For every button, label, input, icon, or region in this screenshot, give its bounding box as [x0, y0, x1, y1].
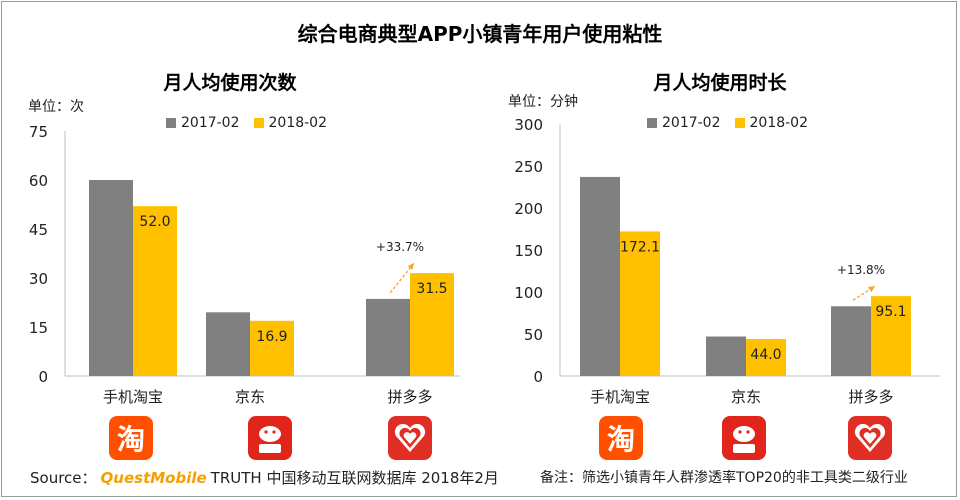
legend-swatch [253, 118, 264, 128]
bar-2018-02 [746, 339, 786, 376]
y-tick-label: 100 [514, 284, 543, 302]
bar-2018-02 [250, 320, 294, 376]
bar-2018-02 [410, 273, 454, 376]
data-label: 52.0 [139, 214, 170, 230]
bar-2018-02 [871, 296, 911, 376]
y-tick-label: 60 [29, 172, 48, 190]
y-tick-label: 30 [29, 270, 48, 288]
jd-logo-icon [722, 416, 766, 460]
legend-item-2017: 2017-02 [166, 115, 240, 131]
legend-item-2018: 2018-02 [734, 115, 809, 131]
pinduoduo-logo-icon [848, 416, 892, 460]
bar-2017-02 [580, 176, 620, 376]
bar-2017-02 [366, 298, 410, 376]
jd-logo-icon [248, 416, 292, 460]
legend-item-2018: 2018-02 [253, 115, 328, 131]
legend: 2017-02 2018-02 [647, 115, 822, 131]
taobao-logo-icon: 淘 [599, 416, 643, 460]
data-label: 16.9 [256, 329, 287, 345]
chart-panel-duration: 月人均使用时长 单位：分钟 2017-02 2018-02 0 50 100 150 2… [480, 60, 950, 460]
x-tick-label: 京东 [235, 388, 265, 406]
bar-2017-02 [831, 306, 871, 376]
growth-arrow-head [407, 263, 414, 270]
footnote: 备注：筛选小镇青年人群渗透率TOP20的非工具类二级行业 [540, 470, 908, 486]
bar-chart-duration: 0 50 100 150 200 250 300 172.1 手机淘宝 44.0 京东 95.1 拼多多… [514, 116, 940, 406]
legend-label: 2018-02 [749, 115, 809, 131]
legend-item-2017: 2017-02 [647, 115, 721, 131]
y-tick-label: 45 [29, 221, 48, 239]
chart-panel-frequency: 月人均使用次数 单位：次 2017-02 2018-02 0 15 30 45 60 75… [0, 60, 470, 460]
chart-title: 月人均使用时长 [653, 72, 787, 94]
x-tick-label: 手机淘宝 [590, 388, 650, 406]
data-label: 95.1 [875, 304, 906, 320]
growth-annotation: +13.8% [837, 263, 885, 277]
legend-swatch [647, 118, 657, 128]
data-label: 172.1 [620, 239, 660, 255]
y-tick-label: 75 [29, 123, 48, 141]
y-tick-label: 0 [533, 368, 543, 386]
x-tick-label: 手机淘宝 [103, 388, 163, 406]
legend-swatch [166, 118, 176, 128]
source-prefix: Source： [30, 469, 97, 487]
legend-label: 2017-02 [181, 115, 240, 131]
legend-label: 2018-02 [268, 115, 328, 131]
legend: 2017-02 2018-02 [166, 115, 341, 131]
bar-2017-02 [206, 312, 250, 376]
source-brand: QuestMobile [100, 469, 207, 487]
y-tick-label: 0 [38, 368, 48, 386]
y-tick-label: 250 [514, 158, 543, 176]
x-tick-label: 拼多多 [387, 388, 432, 406]
taobao-logo-icon: 淘 [109, 416, 153, 460]
y-tick-label: 200 [514, 200, 543, 218]
bar-2018-02 [620, 231, 660, 376]
y-tick-label: 15 [29, 319, 48, 337]
x-tick-label: 拼多多 [848, 388, 893, 406]
growth-arrow-head [868, 286, 875, 293]
bar-2018-02 [133, 206, 177, 376]
pinduoduo-logo-icon [388, 416, 432, 460]
legend-label: 2017-02 [662, 115, 721, 131]
data-label: 44.0 [750, 347, 781, 363]
bar-2017-02 [89, 180, 133, 376]
bar-2017-02 [706, 336, 746, 376]
bar-chart-frequency: 0 15 30 45 60 75 52.0 手机淘宝 16.9 京东 31.5 拼多多 +33.7% [29, 123, 460, 406]
source-note: Source： QuestMobile TRUTH 中国移动互联网数据库 2018年… [30, 467, 499, 488]
unit-label: 单位：次 [28, 99, 84, 115]
y-tick-label: 150 [514, 242, 543, 260]
main-title: 综合电商典型APP小镇青年用户使用粘性 [297, 22, 663, 46]
legend-swatch [734, 118, 745, 128]
y-tick-label: 50 [524, 326, 543, 344]
source-rest: TRUTH 中国移动互联网数据库 2018年2月 [210, 469, 499, 487]
unit-label: 单位：分钟 [508, 94, 578, 110]
svg-text:淘: 淘 [607, 423, 635, 456]
growth-annotation: +33.7% [376, 240, 424, 254]
svg-text:淘: 淘 [117, 423, 145, 456]
y-tick-label: 300 [514, 116, 543, 134]
data-label: 31.5 [416, 281, 447, 297]
growth-arrow-line [389, 262, 415, 294]
chart-title: 月人均使用次数 [163, 72, 297, 94]
x-tick-label: 京东 [731, 388, 761, 406]
